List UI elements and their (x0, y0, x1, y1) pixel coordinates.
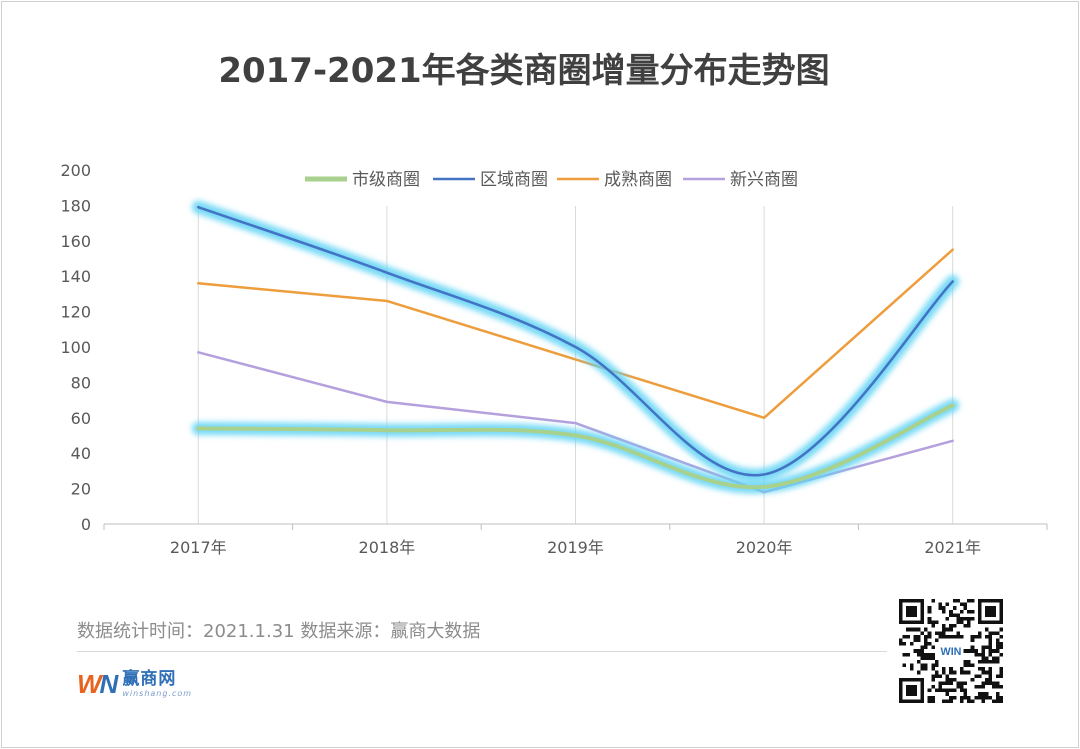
x-tick-label: 2020年 (736, 538, 793, 557)
legend: 市级商圈 区域商圈 成熟商圈 新兴商圈 (305, 169, 798, 190)
gridlines (197, 206, 954, 524)
legend-label: 区域商圈 (480, 170, 548, 190)
y-tick-label: 60 (71, 409, 91, 428)
line-chart: 2017-2021年各类商圈增量分布走势图 2017年 2018年 2019年 202… (60, 51, 1048, 557)
series-line-0 (196, 403, 955, 490)
y-tick-label: 80 (71, 373, 91, 392)
axes: 2017年 2018年 2019年 2020年 2021年 0 20 40 60 80 100 120… (60, 161, 1048, 557)
logo-name: 赢商网 (122, 668, 177, 689)
x-tick-label: 2017年 (170, 538, 227, 557)
qr-code: WIN (899, 599, 1003, 703)
y-tick-label: 100 (60, 338, 91, 357)
logo-mark: WN (77, 668, 118, 699)
legend-label: 成熟商圈 (604, 169, 672, 190)
x-tick-label: 2021年 (924, 538, 981, 557)
series-line-1 (197, 205, 954, 477)
y-tick-label: 120 (60, 303, 91, 322)
legend-label: 新兴商圈 (730, 170, 798, 190)
footer-divider (77, 651, 887, 652)
x-tick-label: 2019年 (547, 538, 604, 557)
y-tick-label: 20 (71, 480, 91, 499)
y-tick-label: 0 (81, 515, 91, 534)
qr-center-label: WIN (941, 646, 962, 658)
x-tick-label: 2018年 (359, 538, 416, 557)
y-tick-label: 40 (71, 444, 91, 463)
y-tick-label: 180 (60, 196, 91, 215)
y-tick-label: 140 (60, 267, 91, 286)
winshang-logo: WN 赢商网 winshang.com (77, 664, 192, 704)
logo-domain: winshang.com (122, 688, 193, 698)
y-tick-label: 200 (60, 161, 91, 180)
qr-center-badge (938, 638, 964, 664)
data-source-note: 数据统计时间：2021.1.31 数据来源：赢商大数据 (77, 621, 481, 642)
chart-title: 2017-2021年各类商圈增量分布走势图 (218, 51, 829, 91)
legend-label: 市级商圈 (352, 170, 420, 190)
y-tick-label: 160 (60, 232, 91, 251)
series-lines (191, 200, 960, 494)
